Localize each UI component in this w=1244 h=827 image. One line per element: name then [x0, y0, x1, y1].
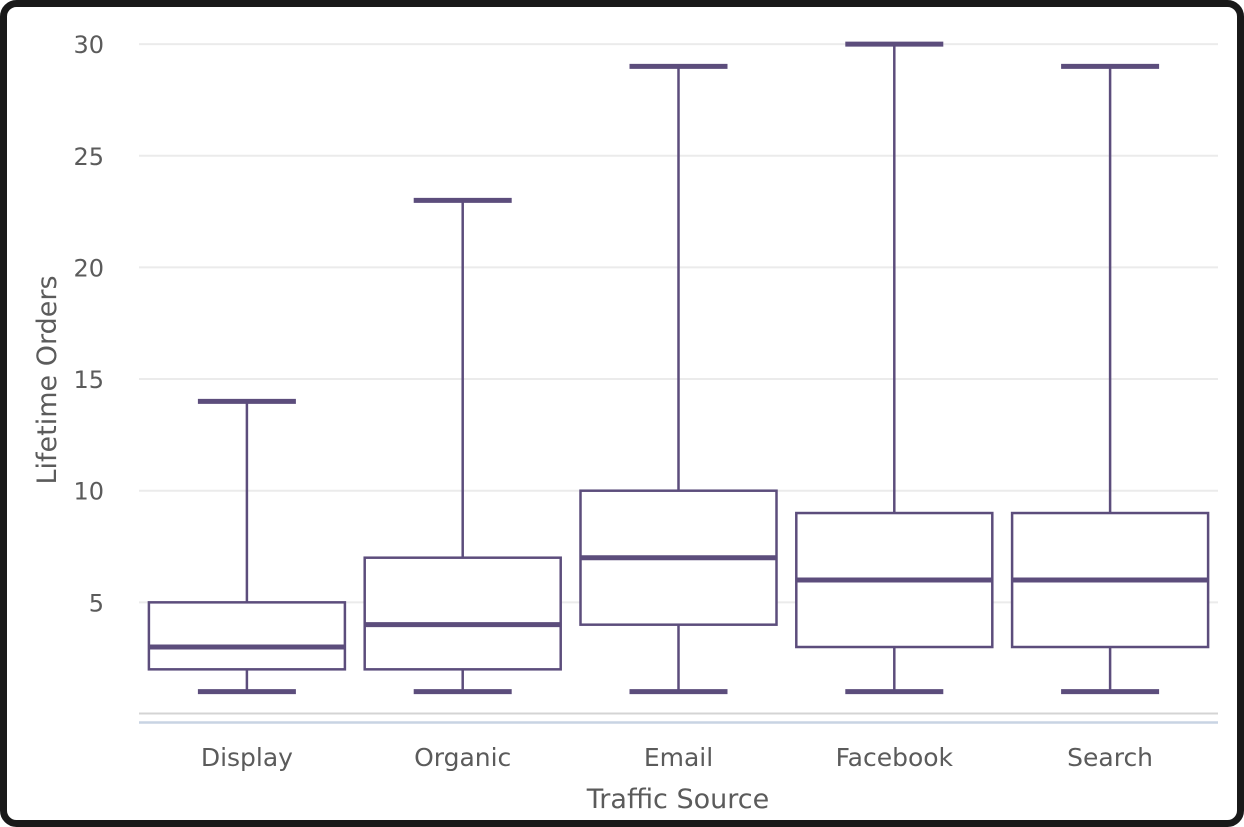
y-axis-tick-labels: 5 10 15 20 25 30: [73, 31, 104, 617]
x-tick-label-facebook: Facebook: [836, 743, 954, 772]
y-axis-title: Lifetime Orders: [32, 275, 63, 484]
y-tick-label-25: 25: [73, 143, 104, 171]
box-display: [147, 398, 347, 695]
box-organic: [363, 197, 562, 695]
y-tick-label-5: 5: [89, 589, 104, 617]
x-axis-lines: [139, 712, 1218, 724]
iqr-box: [147, 601, 347, 671]
x-axis-category-labels: Display Organic Email Facebook Search: [201, 743, 1153, 772]
iqr-box: [363, 556, 562, 671]
box-facebook: [795, 41, 994, 695]
box-search: [1010, 63, 1210, 695]
x-tick-label-email: Email: [644, 743, 713, 772]
x-axis-title: Traffic Source: [586, 784, 769, 815]
y-tick-label-10: 10: [73, 478, 104, 506]
y-tick-label-20: 20: [73, 254, 104, 282]
x-tick-label-organic: Organic: [414, 743, 511, 772]
x-tick-label-search: Search: [1067, 743, 1153, 772]
box-email: [579, 63, 778, 695]
x-tick-label-display: Display: [201, 743, 293, 772]
box-series: [147, 41, 1210, 695]
y-tick-label-30: 30: [73, 31, 104, 59]
y-tick-label-15: 15: [73, 366, 104, 394]
